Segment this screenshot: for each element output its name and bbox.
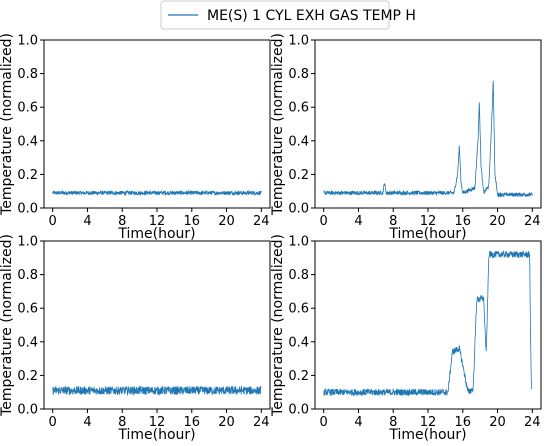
y-tick-label: 0.8 <box>288 67 309 82</box>
y-tick-label: 1.0 <box>288 235 309 250</box>
x-tick-label: 0 <box>320 214 328 229</box>
subplot-grid: 0 4 8 12 16 20 24 0.0 0.2 0.4 0.6 0.8 1.0 Time(hour) T… <box>0 33 542 443</box>
subplot-bottom-left: 0 4 8 12 16 20 24 0.0 0.2 0.4 0.6 0.8 1.0 Time(hour) T… <box>0 234 271 443</box>
y-tick-label: 0.0 <box>17 403 38 418</box>
y-tick-label: 0.0 <box>17 202 38 217</box>
y-axis-label: Temperature (normalized) <box>0 33 15 216</box>
x-tick-label: 20 <box>489 214 506 229</box>
x-tick-label: 4 <box>354 214 362 229</box>
x-tick-label: 12 <box>420 415 437 430</box>
axes-frame <box>314 39 542 209</box>
axes-frame <box>43 240 271 410</box>
legend-label: ME(S) 1 CYL EXH GAS TEMP H <box>207 8 416 24</box>
y-tick-label: 0.4 <box>17 134 38 149</box>
x-axis-label: Time(hour) <box>388 226 466 242</box>
y-tick-label: 0.2 <box>288 168 309 183</box>
x-axis-label: Time(hour) <box>117 427 195 443</box>
x-tick-label: 8 <box>118 214 126 229</box>
y-tick-label: 0.6 <box>17 302 38 317</box>
y-axis-label: Temperature (normalized) <box>0 234 15 417</box>
series-line <box>323 249 532 397</box>
subplot-top-right: 0 4 8 12 16 20 24 0.0 0.2 0.4 0.6 0.8 1.0 Time(hour) T… <box>270 33 542 242</box>
x-tick-label: 20 <box>218 214 235 229</box>
y-tick-label: 0.8 <box>17 67 38 82</box>
x-tick-label: 12 <box>149 214 166 229</box>
series-line <box>52 385 262 397</box>
subplot-bottom-right: 0 4 8 12 16 20 24 0.0 0.2 0.4 0.6 0.8 1.0 Time(hour) T… <box>270 234 542 443</box>
y-tick-label: 0.2 <box>17 369 38 384</box>
x-tick-label: 16 <box>183 214 200 229</box>
x-tick-label: 20 <box>489 415 506 430</box>
x-tick-label: 12 <box>149 415 166 430</box>
series-line <box>323 80 533 198</box>
y-tick-label: 0.8 <box>17 268 38 283</box>
y-tick-label: 1.0 <box>17 34 38 49</box>
y-axis-label: Temperature (normalized) <box>270 33 286 216</box>
x-tick-label: 16 <box>183 415 200 430</box>
subplot-top-left: 0 4 8 12 16 20 24 0.0 0.2 0.4 0.6 0.8 1.0 Time(hour) T… <box>0 33 271 242</box>
axes-frame <box>43 39 271 209</box>
x-tick-label: 12 <box>420 214 437 229</box>
x-tick-label: 24 <box>524 214 541 229</box>
y-tick-label: 0.0 <box>288 202 309 217</box>
y-tick-label: 0.6 <box>288 302 309 317</box>
x-tick-label: 24 <box>524 415 541 430</box>
x-tick-label: 24 <box>253 214 270 229</box>
y-tick-label: 1.0 <box>17 235 38 250</box>
y-tick-label: 0.4 <box>288 335 309 350</box>
y-tick-label: 0.2 <box>17 168 38 183</box>
y-tick-label: 0.4 <box>17 335 38 350</box>
legend-box <box>160 0 390 30</box>
legend: ME(S) 1 CYL EXH GAS TEMP H <box>160 0 416 30</box>
x-tick-label: 8 <box>118 415 126 430</box>
x-tick-label: 16 <box>454 415 471 430</box>
x-tick-label: 4 <box>354 415 362 430</box>
x-axis-label: Time(hour) <box>117 226 195 242</box>
x-tick-label: 8 <box>389 214 397 229</box>
axes-frame <box>314 240 542 410</box>
y-tick-label: 0.6 <box>17 101 38 116</box>
series-line <box>52 189 262 197</box>
x-tick-label: 4 <box>83 214 91 229</box>
y-axis-label: Temperature (normalized) <box>270 234 286 417</box>
x-tick-label: 16 <box>454 214 471 229</box>
y-tick-label: 0.8 <box>288 268 309 283</box>
x-tick-label: 8 <box>389 415 397 430</box>
y-tick-label: 0.4 <box>288 134 309 149</box>
y-tick-label: 1.0 <box>288 34 309 49</box>
x-tick-label: 20 <box>218 415 235 430</box>
y-tick-label: 0.6 <box>288 101 309 116</box>
x-tick-label: 0 <box>49 415 57 430</box>
x-tick-label: 0 <box>49 214 57 229</box>
x-tick-label: 0 <box>320 415 328 430</box>
x-tick-label: 4 <box>83 415 91 430</box>
y-tick-label: 0.2 <box>288 369 309 384</box>
y-tick-label: 0.0 <box>288 403 309 418</box>
x-axis-label: Time(hour) <box>388 427 466 443</box>
x-tick-label: 24 <box>253 415 270 430</box>
